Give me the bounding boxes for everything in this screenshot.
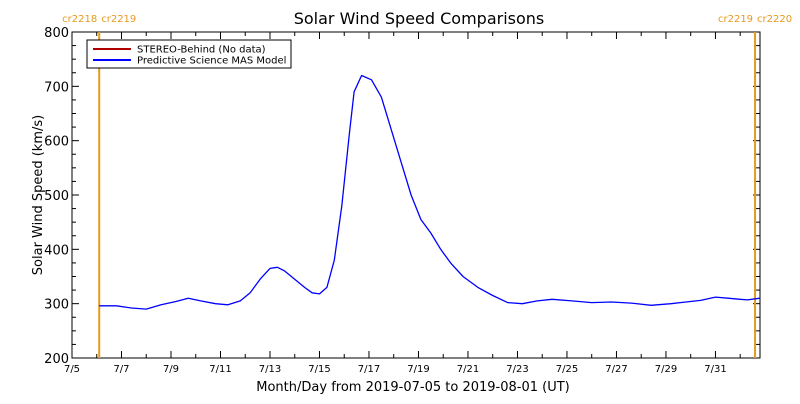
x-tick-label: 7/25 [556,364,578,375]
x-tick-label: 7/19 [407,364,429,375]
x-tick-label: 7/21 [457,364,479,375]
chart-title: Solar Wind Speed Comparisons [294,9,545,28]
x-tick-label: 7/9 [163,364,179,375]
carrington-label: cr2220 [757,14,792,25]
x-tick-label: 7/11 [209,364,231,375]
y-tick-label: 800 [44,26,69,41]
x-tick-label: 7/29 [655,364,677,375]
legend-entry: Predictive Science MAS Model [137,56,286,67]
legend-box [86,39,292,69]
x-axis-label: Month/Day from 2019-07-05 to 2019-08-01 … [256,380,569,395]
chart-marks: 200 300 400 500 600 700 800 7/5 7/7 7/9 7/11 7/13 7/… [44,14,792,375]
y-tick-label: 400 [44,243,69,258]
carrington-label: cr2219 [718,14,753,25]
x-tick-label: 7/13 [259,364,281,375]
x-tick-label: 7/5 [64,364,80,375]
y-tick-label: 700 [44,80,69,95]
carrington-label: cr2218 [62,14,97,25]
y-tick-label: 300 [44,298,69,313]
x-tick-label: 7/7 [113,364,129,375]
x-tick-label: 7/31 [704,364,726,375]
plot-frame [71,31,761,359]
y-tick-label: 500 [44,189,69,204]
x-tick-label: 7/27 [605,364,627,375]
y-tick-label: 600 [44,135,69,150]
series-line-mas-model [99,74,761,310]
x-tick-label: 7/17 [358,364,380,375]
legend-entry: STEREO-Behind (No data) [137,45,266,56]
carrington-label: cr2219 [101,14,136,25]
x-tick-label: 7/23 [506,364,528,375]
y-axis-label: Solar Wind Speed (km/s) [31,115,46,275]
x-tick-label: 7/15 [308,364,330,375]
y-tick-label: 200 [44,352,69,367]
